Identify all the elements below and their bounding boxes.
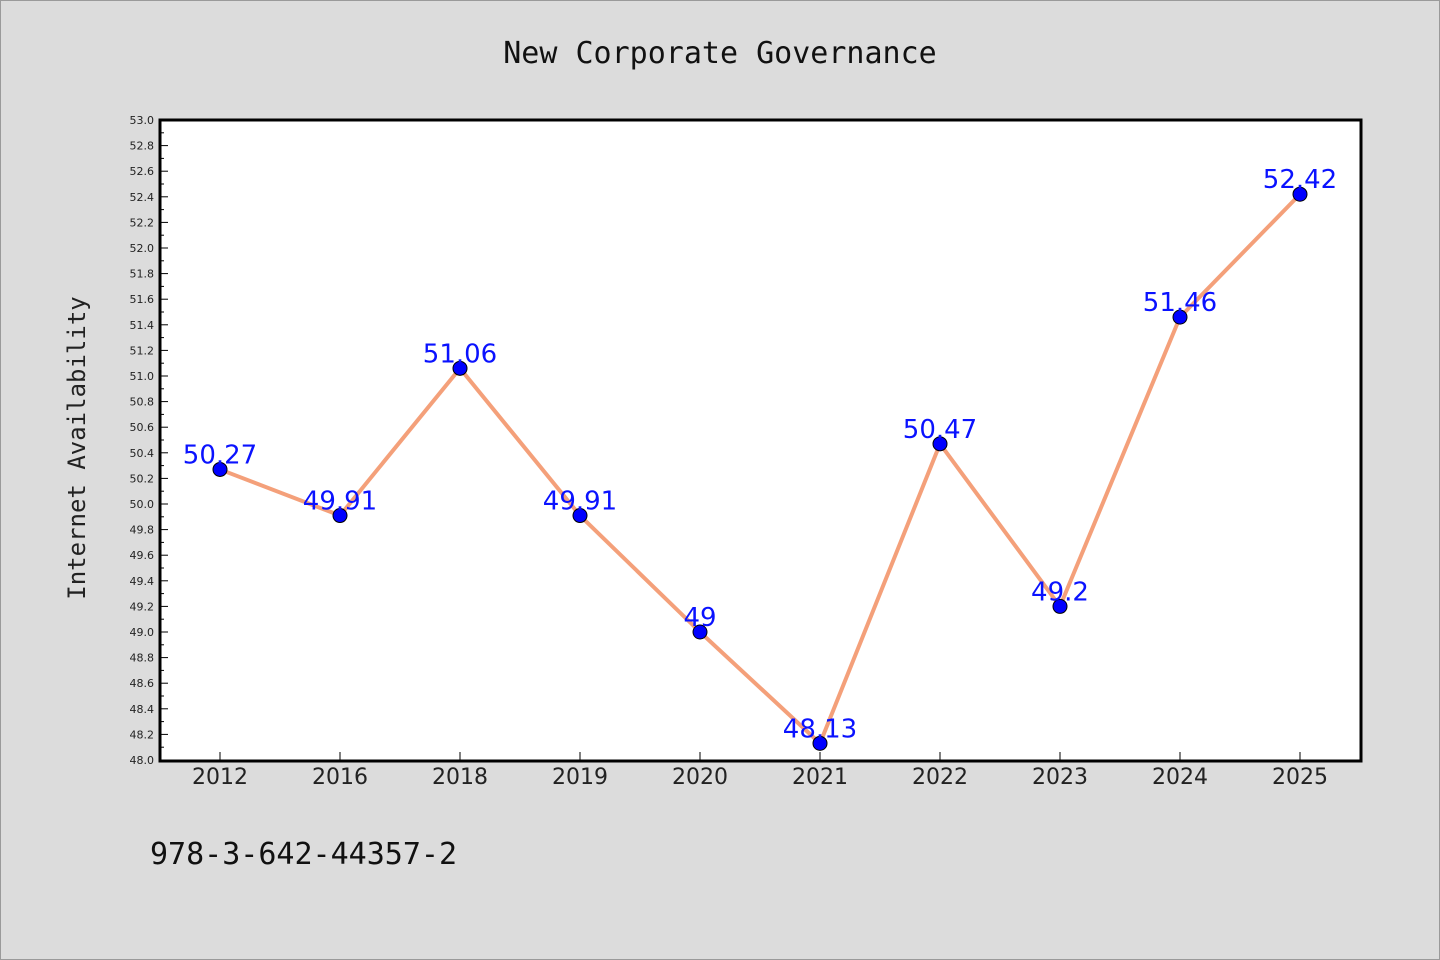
y-tick-label: 52.4 [130,191,155,204]
y-tick-label: 51.8 [130,268,155,281]
x-tick-label: 2025 [1272,765,1328,790]
y-tick-label: 53.0 [130,114,155,127]
chart-title: New Corporate Governance [503,36,936,71]
data-label: 52.42 [1263,165,1337,195]
x-tick-label: 2021 [792,765,848,790]
data-point [1172,309,1188,325]
data-point [1052,598,1068,614]
y-tick-label: 48.2 [130,728,155,741]
x-tick-label: 2022 [912,765,968,790]
data-label: 50.27 [183,440,257,470]
data-label: 51.06 [423,339,497,369]
x-tick-label: 2024 [1152,765,1208,790]
y-tick-label: 52.0 [130,242,155,255]
y-tick-label: 52.2 [130,216,155,229]
data-point [212,461,228,477]
x-tick-label: 2019 [552,765,608,790]
y-tick-label: 49.8 [130,524,155,537]
series-line [219,192,1302,746]
y-tick-label: 49.4 [130,575,155,588]
x-tick-label: 2018 [432,765,488,790]
x-tick-label: 2023 [1032,765,1088,790]
y-tick-label: 48.0 [130,754,155,767]
y-tick-label: 51.2 [130,344,155,357]
y-tick-label: 52.6 [130,165,155,178]
data-label: 49.2 [1031,577,1089,607]
data-point [572,508,588,524]
y-axis-ticks: 48.0 48.2 48.4 48.6 48.8 49.0 49.2 49.4 49.6 49.8… [130,114,168,767]
x-axis-ticks: 2012 2016 2018 2019 2020 2021 2022 2023 2024 2025 [192,752,1328,790]
y-tick-label: 49.6 [130,549,155,562]
data-point [812,735,828,751]
y-tick-label: 50.6 [130,421,155,434]
data-point [932,436,948,452]
footer-code: 978-3-642-44357-2 [150,837,457,872]
data-label: 50.47 [903,415,977,445]
data-point [1292,186,1308,202]
x-tick-label: 2012 [192,765,248,790]
y-tick-label: 50.0 [130,498,155,511]
y-axis-label: Internet Availability [63,296,91,599]
y-tick-label: 51.4 [130,319,155,332]
data-label: 48.13 [783,714,857,744]
data-label: 49 [683,603,716,633]
data-point [452,360,468,376]
y-tick-label: 50.4 [130,447,155,460]
plot-area [158,118,1363,763]
y-tick-label: 49.2 [130,600,155,613]
y-tick-label: 51.6 [130,293,155,306]
y-tick-label: 48.8 [130,652,155,665]
data-point [692,624,708,640]
y-tick-label: 52.8 [130,140,155,153]
data-label: 49.91 [543,487,617,517]
data-label: 49.91 [303,487,377,517]
y-tick-label: 48.4 [130,703,155,716]
data-point [332,508,348,524]
y-tick-label: 50.8 [130,396,155,409]
x-tick-label: 2020 [672,765,728,790]
y-tick-label: 49.0 [130,626,155,639]
series-group [212,186,1308,751]
data-labels: 50.27 49.91 51.06 49.91 49 48.13 50.47 49.2 51.4… [183,165,1337,744]
y-tick-label: 50.2 [130,472,155,485]
y-tick-label: 51.0 [130,370,155,383]
y-tick-label: 48.6 [130,677,155,690]
x-tick-label: 2016 [312,765,368,790]
data-label: 51.46 [1143,288,1217,318]
